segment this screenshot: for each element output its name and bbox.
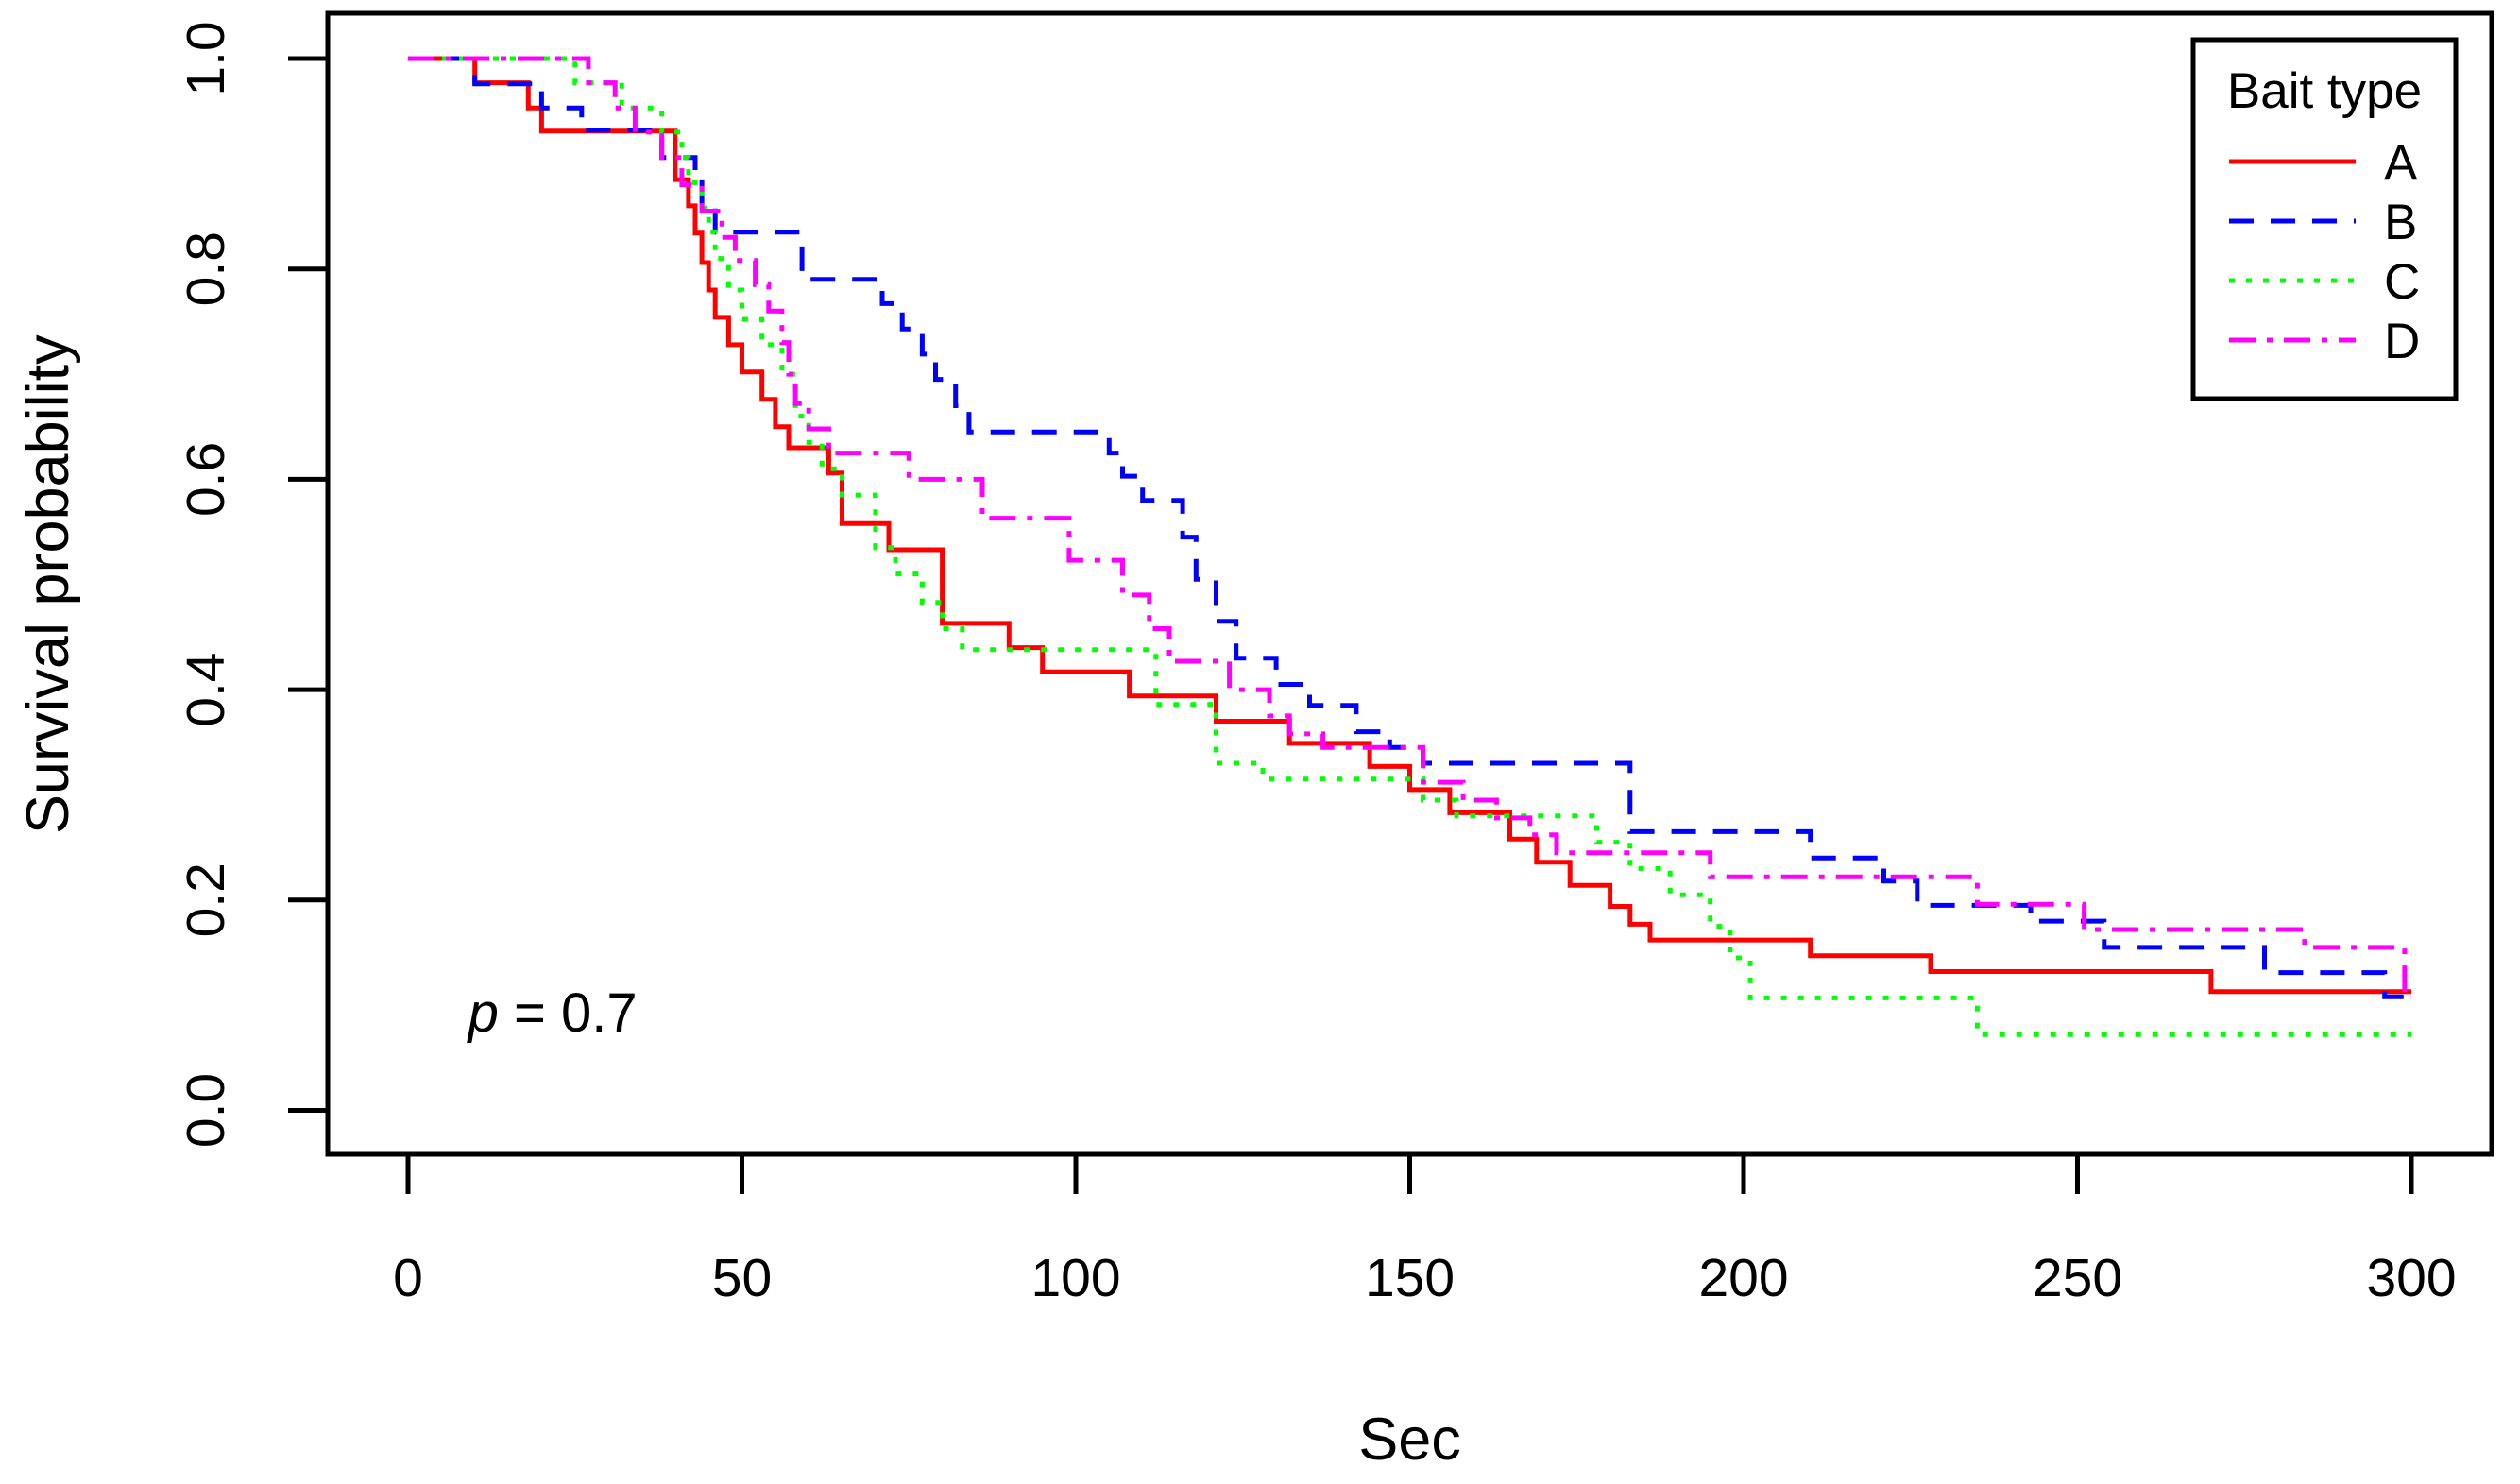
x-axis-tick-label: 200 xyxy=(1698,1248,1788,1308)
axes-layer: 0 50 100 150 200 250 300 0.0 0.2 0.4 0.6 0.8 1.0 Sec S… xyxy=(15,10,2494,1473)
survival-curve-A xyxy=(408,56,2411,995)
plot-frame xyxy=(325,10,2494,1157)
series-layer xyxy=(408,56,2411,1037)
legend-item-D: D xyxy=(2229,314,2420,369)
y-axis-title: Survival probability xyxy=(15,334,81,834)
x-axis-tick-label: 0 xyxy=(393,1248,423,1308)
p-value-annotation: p = 0.7 xyxy=(467,982,638,1044)
x-axis-tick-label: 100 xyxy=(1030,1248,1120,1308)
y-axis-tick-label: 0.8 xyxy=(176,231,236,306)
annotation-layer: p = 0.7 xyxy=(467,982,638,1044)
legend-label-B: B xyxy=(2384,195,2417,250)
survival-curve-B xyxy=(408,56,2411,999)
legend-label-A: A xyxy=(2384,135,2418,191)
legend-label-D: D xyxy=(2384,314,2420,369)
x-axis-tick-label: 50 xyxy=(712,1248,772,1308)
y-axis-tick-label: 0.0 xyxy=(176,1073,236,1148)
x-axis-tick-label: 250 xyxy=(2033,1248,2122,1308)
legend-item-A: A xyxy=(2229,135,2418,191)
legend-item-C: C xyxy=(2229,254,2420,310)
survival-curve-C xyxy=(408,56,2411,1037)
x-axis-title: Sec xyxy=(1358,1407,1461,1473)
legend-item-B: B xyxy=(2229,195,2417,250)
x-axis-tick-label: 150 xyxy=(1365,1248,1455,1308)
y-axis-tick-label: 0.2 xyxy=(176,862,236,937)
legend-label-C: C xyxy=(2384,254,2420,310)
survival-curve-D xyxy=(408,56,2411,999)
x-axis-tick-label: 300 xyxy=(2366,1248,2456,1308)
y-axis-tick-label: 0.6 xyxy=(176,442,236,517)
legend-title: Bait type xyxy=(2227,63,2422,119)
y-axis-tick-label: 0.4 xyxy=(176,652,236,726)
y-axis-tick-label: 1.0 xyxy=(176,21,236,95)
